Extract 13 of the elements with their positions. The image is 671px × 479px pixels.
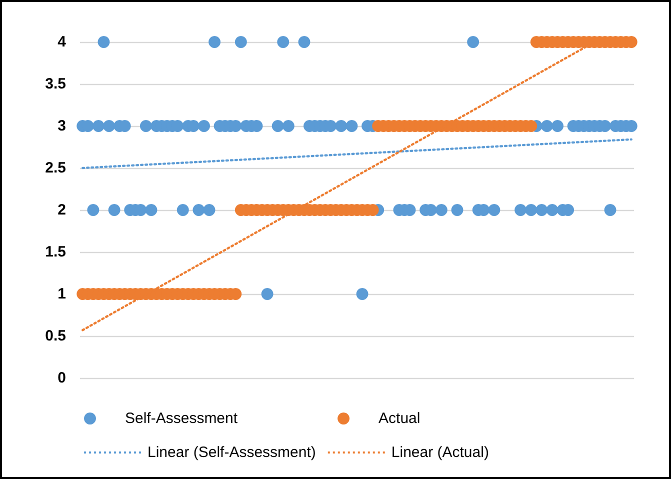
y-tick-label: 3 (58, 118, 66, 134)
legend-label: Linear (Self-Assessment) (148, 444, 316, 461)
y-tick-label: 1.5 (45, 244, 66, 260)
y-tick-label: 0 (58, 370, 66, 386)
y-tick-label: 3.5 (45, 76, 66, 92)
y-tick-label: 4 (58, 34, 67, 50)
legend-label: Self-Assessment (125, 410, 238, 427)
y-tick-label: 0.5 (45, 328, 66, 344)
y-tick-label: 2.5 (45, 160, 66, 176)
legend-label: Linear (Actual) (391, 444, 489, 461)
y-tick-label: 1 (58, 286, 66, 302)
y-tick-label: 2 (58, 202, 66, 218)
legend-label: Actual (378, 410, 420, 427)
